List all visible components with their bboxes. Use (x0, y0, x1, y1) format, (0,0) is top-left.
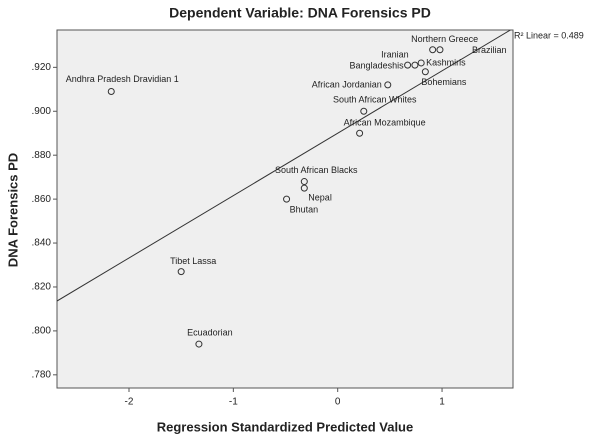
y-tick-label: .920 (32, 62, 52, 73)
point (300, 184, 308, 192)
x-tick-label: -1 (229, 397, 238, 408)
y-tick-label: .780 (32, 369, 52, 380)
y-axis-label: DNA Forensics PD (5, 153, 20, 267)
x-axis-label: Regression Standardized Predicted Value (157, 419, 413, 434)
point-label: Andhra Pradesh Dravidian 1 (66, 74, 179, 84)
r2-annotation: R² Linear = 0.489 (514, 30, 584, 40)
point-label: Nepal (308, 193, 332, 203)
point (436, 46, 444, 54)
point (356, 129, 364, 137)
point-label: Brazilian (472, 45, 507, 55)
y-tick-label: .900 (32, 106, 52, 117)
point-label: South African Blacks (275, 165, 358, 175)
point (195, 340, 203, 348)
point (360, 107, 368, 115)
point-label: African Mozambique (344, 118, 426, 128)
point (417, 59, 425, 67)
point (429, 46, 437, 54)
point (411, 61, 419, 69)
point-label: Iranian (381, 50, 409, 60)
point-label: Bhutan (290, 204, 319, 214)
y-tick-label: .820 (32, 282, 52, 293)
point (300, 178, 308, 186)
chart-title: Dependent Variable: DNA Forensics PD (169, 5, 431, 21)
point-label: South African Whites (333, 95, 417, 105)
y-tick-label: .840 (32, 238, 52, 249)
x-tick-label: 1 (439, 397, 445, 408)
point-label: Tibet Lassa (170, 256, 216, 266)
plot-area (56, 29, 514, 389)
point-label: Ecuadorian (187, 327, 233, 337)
x-tick-label: -2 (125, 397, 134, 408)
point (107, 87, 115, 95)
point (177, 268, 185, 276)
y-tick-label: .880 (32, 150, 52, 161)
point (384, 81, 392, 89)
point-label: Northern Greece (411, 34, 478, 44)
point (421, 68, 429, 76)
trend-line (57, 30, 512, 302)
x-tick-label: 0 (335, 397, 341, 408)
point-label: Bangladeshis (350, 61, 405, 71)
point-label: African Jordanian (312, 79, 382, 89)
y-tick-label: .800 (32, 326, 52, 337)
point (283, 195, 291, 203)
y-tick-label: .860 (32, 194, 52, 205)
point-label: Kashmiris (426, 57, 466, 67)
point (404, 61, 412, 69)
point-label: Bohemians (421, 77, 467, 87)
